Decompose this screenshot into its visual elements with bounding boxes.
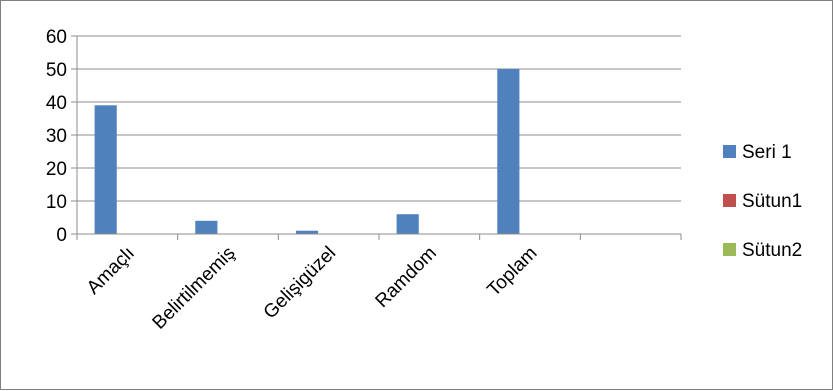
- y-tick-label: 20: [46, 159, 67, 180]
- y-tick-label: 40: [46, 93, 67, 114]
- x-tick-label: Belirtilmemiş: [149, 243, 240, 334]
- x-tick-label: Toplam: [483, 243, 541, 301]
- y-tick-label: 60: [46, 27, 67, 48]
- legend-swatch: [723, 145, 736, 158]
- y-tick-label: 10: [46, 192, 67, 213]
- bars: [94, 69, 520, 234]
- y-tick-label: 30: [46, 126, 67, 147]
- x-tick-label: Amaçlı: [83, 243, 139, 299]
- bar-seri-1-0: [94, 105, 117, 234]
- legend-label: Seri 1: [742, 142, 792, 163]
- x-tick-label: Ramdom: [372, 243, 441, 312]
- legend-label: Sütun2: [742, 240, 802, 261]
- legend-label: Sütun1: [742, 191, 802, 212]
- legend: Seri 1 Sütun1 Sütun2: [723, 142, 802, 261]
- x-tick-label: Gelişigüzel: [260, 243, 341, 324]
- bar-seri-1-4: [497, 69, 520, 234]
- bar-seri-1-2: [295, 230, 319, 234]
- y-tick-label: 0: [56, 225, 67, 246]
- legend-swatch: [723, 243, 736, 256]
- bar-seri-1-3: [396, 214, 419, 234]
- x-axis: Amaçlı Belirtilmemiş Gelişigüzel Ramdom Topl…: [76, 233, 682, 334]
- y-axis: 0 10 20 30 40 50 60: [46, 27, 78, 246]
- legend-swatch: [723, 194, 736, 207]
- y-tick-label: 50: [46, 60, 67, 81]
- bar-seri-1-1: [195, 220, 218, 234]
- gridlines: [71, 35, 681, 235]
